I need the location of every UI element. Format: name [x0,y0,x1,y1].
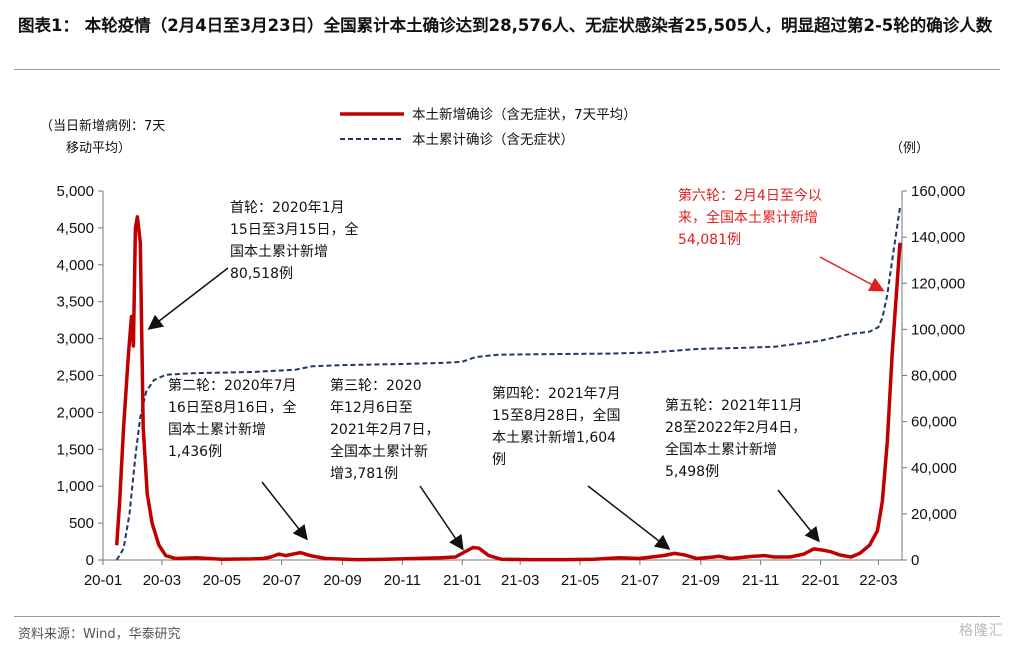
left-tick-label: 2,500 [56,368,94,385]
x-tick-label: 20-09 [323,572,361,589]
right-tick-label: 20,000 [911,506,957,523]
x-tick-label: 21-11 [742,572,779,589]
annotation-text-line: 80,518例 [230,266,293,282]
right-tick-label: 60,000 [911,414,957,431]
left-tick-label: 0 [86,552,94,569]
x-tick-label: 21-09 [682,572,720,589]
x-tick-label: 20-11 [384,572,421,589]
chart-annotations: 首轮：2020年1月15日至3月15日，全国本土累计新增80,518例第二轮：2… [147,187,885,551]
annotation-arrow [261,481,308,541]
annotation-text-line: 全国本土累计新 [330,443,428,460]
annotation-text-line: 54,081例 [678,232,741,248]
legend-label-daily: 本土新增确诊（含无症状，7天平均） [412,107,637,123]
left-tick-label: 4,000 [56,257,94,274]
left-tick-label: 3,500 [56,294,94,311]
chart-legend: 本土新增确诊（含无症状，7天平均） 本土累计确诊（含无症状） [340,107,637,148]
annotation-text-line: 第三轮：2020 [330,377,422,394]
covid-line-chart: 5,000 4,500 4,000 3,500 3,000 2,500 2,000 1,500… [40,107,965,589]
annotation-text-line: 28至2022年2月4日， [665,420,806,436]
x-tick-label: 22-01 [801,572,839,589]
right-tick-label: 0 [911,552,919,569]
x-tick-label: 21-05 [561,572,599,589]
x-tick-label: 20-05 [203,572,241,589]
right-tick-label: 40,000 [911,460,957,477]
annotation-text-line: 第四轮：2021年7月 [492,385,621,402]
annotation-arrow [819,256,885,292]
right-tick-label: 100,000 [911,321,965,338]
annotation-text-line: 1,436例 [168,444,222,460]
left-axis-unit-label: （当日新增病例：7天 [40,118,165,134]
left-tick-label: 2,000 [56,404,94,421]
annotation-text-line: 第六轮：2月4日至今以 [678,187,822,204]
x-tick-label: 20-01 [84,572,122,589]
right-tick-label: 80,000 [911,368,957,385]
annotation-text-line: 增3,781例 [330,466,398,482]
annotation-text-line: 全国本土累计新增 [665,441,777,458]
annotation-text-line: 15日至3月15日，全 [230,221,359,238]
watermark-logo: 格隆汇 [959,623,1004,639]
left-tick-label: 4,500 [56,220,94,237]
annotation-text-line: 例 [492,452,506,468]
annotation-text-line: 第二轮：2020年7月 [168,377,297,394]
x-tick-label: 21-03 [501,572,539,589]
annotation-arrow [419,485,464,551]
daily-series-line [114,215,902,562]
source-note: 资料来源：Wind，华泰研究 [18,627,181,642]
chart-series [114,206,902,562]
legend-label-cumulative: 本土累计确诊（含无症状） [412,132,574,148]
right-tick-label: 140,000 [911,229,965,246]
left-axis-unit-label: 移动平均） [66,141,131,156]
annotation-text-line: 5,498例 [665,464,719,480]
chart-axes: 5,000 4,500 4,000 3,500 3,000 2,500 2,000 1,500… [40,118,965,589]
annotation-text-line: 2021年2月7日， [330,422,439,438]
left-tick-label: 500 [69,515,94,532]
figure-title: 图表1： 本轮疫情（2月4日至3月23日）全国累计本土确诊达到28,576人、无… [18,16,993,35]
annotation-arrow [587,485,671,550]
annotation-text-line: 国本土累计新增 [230,244,328,260]
right-tick-label: 160,000 [911,183,965,200]
annotation-text-line: 首轮：2020年1月 [230,200,345,216]
x-tick-label: 20-07 [262,572,300,589]
left-tick-label: 1,500 [56,441,94,458]
left-tick-label: 3,000 [56,331,94,348]
annotation-arrow [147,267,229,330]
annotation-text-line: 本土累计新增1,604 [492,430,616,446]
annotation-text-line: 年12月6日至 [330,400,413,416]
right-axis-unit-label: （例） [890,141,929,156]
annotation-arrow [777,489,820,543]
top-divider [14,69,1000,70]
annotation-text-line: 16日至8月16日，全 [168,399,297,416]
x-tick-label: 22-03 [859,572,897,589]
left-tick-label: 5,000 [56,183,94,200]
annotation-text-line: 15至8月28日，全国 [492,407,621,424]
right-tick-label: 120,000 [911,275,965,292]
left-tick-label: 1,000 [56,478,94,495]
x-tick-label: 20-03 [143,572,181,589]
x-tick-label: 21-07 [621,572,659,589]
annotation-text-line: 来，全国本土累计新增 [678,209,818,226]
x-tick-label: 21-01 [443,572,481,589]
annotation-text-line: 国本土累计新增 [168,422,266,438]
annotation-text-line: 第五轮：2021年11月 [665,397,802,414]
bottom-divider [14,616,1000,617]
